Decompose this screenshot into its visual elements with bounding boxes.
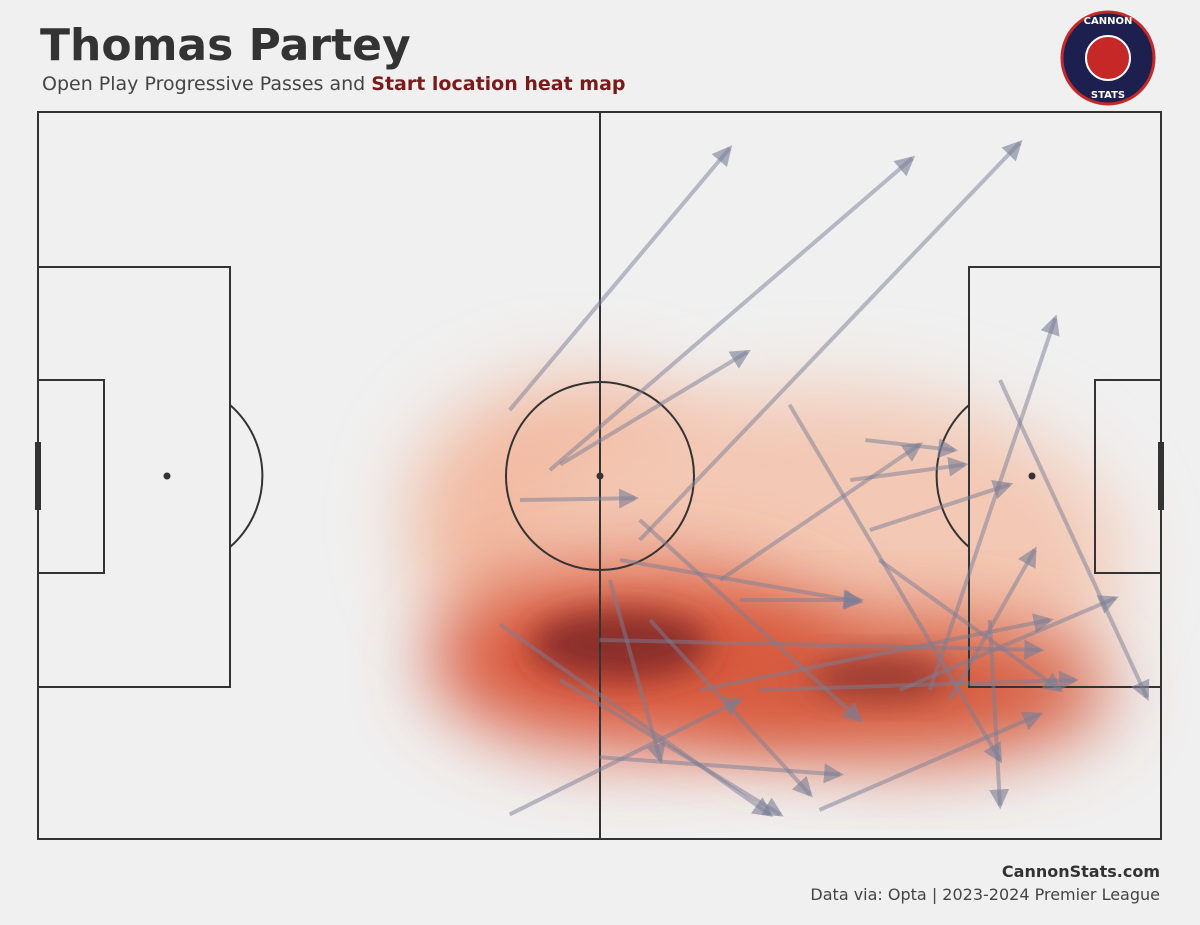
subtitle-text: Open Play Progressive Passes and (42, 73, 365, 95)
subtitle-highlight: Start location heat map (371, 73, 625, 95)
pass-arrow (599, 755, 844, 784)
pass-arrow (818, 711, 1044, 812)
logo-top: CANNON (1084, 16, 1133, 27)
pass-arrow (947, 546, 1037, 701)
pass-arrow (559, 349, 751, 467)
pass-arrow (559, 678, 784, 817)
pass-arrow (619, 558, 864, 609)
passes (499, 140, 1150, 817)
pass-arrow (998, 379, 1150, 701)
pass-arrow (927, 314, 1060, 691)
pass-arrow (599, 637, 1045, 660)
title: Thomas Partey (40, 20, 411, 71)
pass-arrow (519, 488, 640, 509)
pass-arrow (787, 403, 1003, 764)
pass-arrow (759, 670, 1079, 692)
source-site: CannonStats.com (1002, 862, 1160, 881)
pass-arrow (508, 145, 733, 412)
pass-arrow (638, 140, 1023, 542)
pass-arrow (719, 442, 923, 582)
pass-arrow (869, 480, 1014, 532)
subtitle: Open Play Progressive Passes and Start l… (42, 73, 626, 95)
logo: CANNON STATS (1060, 10, 1156, 106)
pass-arrow (899, 595, 1119, 692)
pass-arrow (878, 558, 1064, 693)
pass-arrow (987, 619, 1010, 810)
source-note: Data via: Opta | 2023-2024 Premier Leagu… (810, 885, 1160, 904)
pass-arrow (548, 155, 916, 472)
pass-arrow (850, 456, 969, 483)
logo-bottom: STATS (1091, 90, 1125, 101)
pitch-lines (35, 111, 1164, 840)
pass-arrow (648, 618, 813, 798)
pass-arrow (607, 579, 666, 764)
